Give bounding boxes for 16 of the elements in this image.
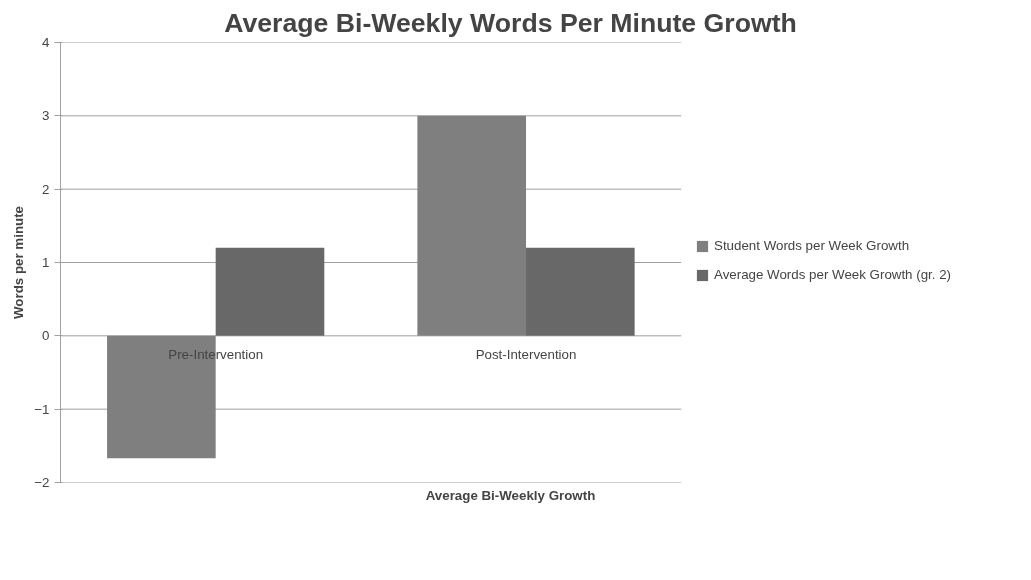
bar (526, 247, 635, 336)
y-tick-label: 1 (42, 255, 50, 270)
y-tick-label: 3 (42, 108, 50, 124)
legend-label: Average Words per Week Growth (gr. 2) (714, 267, 952, 282)
bar (417, 115, 527, 336)
legend-label: Student Words per Week Growth (714, 238, 910, 253)
chart-title: Average Bi-Weekly Words Per Minute Growth (224, 7, 797, 38)
bar (215, 247, 325, 336)
x-axis-title: Average Bi-Weekly Growth (425, 487, 596, 503)
y-tick-label: 4 (42, 35, 51, 50)
y-tick-label: −1 (34, 401, 50, 417)
x-tick-label: Post-Intervention (475, 346, 577, 362)
y-axis-title: Words per minute (11, 205, 27, 320)
y-tick-label: −2 (34, 475, 50, 490)
y-tick-label: 2 (42, 181, 50, 197)
y-tick-label: 0 (42, 328, 50, 344)
